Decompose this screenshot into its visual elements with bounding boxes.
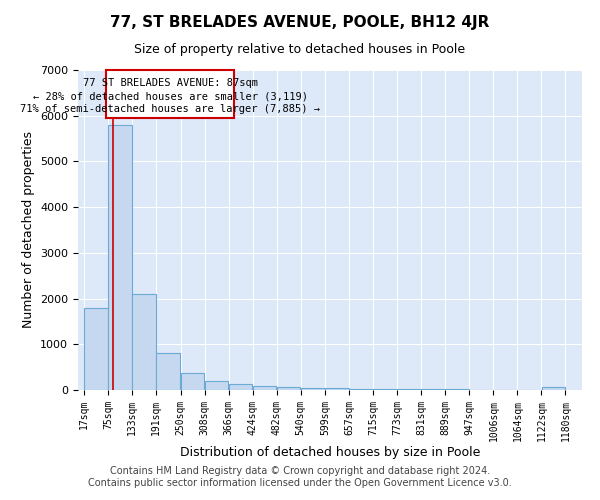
Bar bbox=[542, 388, 565, 390]
X-axis label: Distribution of detached houses by size in Poole: Distribution of detached houses by size … bbox=[180, 446, 480, 460]
Bar bbox=[325, 388, 349, 390]
Bar bbox=[181, 373, 205, 390]
Text: 77 ST BRELADES AVENUE: 87sqm: 77 ST BRELADES AVENUE: 87sqm bbox=[83, 78, 258, 88]
Bar bbox=[301, 388, 325, 390]
Bar bbox=[85, 308, 108, 390]
Text: 77, ST BRELADES AVENUE, POOLE, BH12 4JR: 77, ST BRELADES AVENUE, POOLE, BH12 4JR bbox=[110, 15, 490, 30]
Text: ← 28% of detached houses are smaller (3,119): ← 28% of detached houses are smaller (3,… bbox=[33, 92, 308, 102]
Bar bbox=[349, 388, 373, 390]
Y-axis label: Number of detached properties: Number of detached properties bbox=[22, 132, 35, 328]
Bar bbox=[205, 381, 229, 390]
Text: Contains HM Land Registry data © Crown copyright and database right 2024.
Contai: Contains HM Land Registry data © Crown c… bbox=[88, 466, 512, 487]
Bar bbox=[277, 387, 301, 390]
Bar bbox=[109, 125, 132, 390]
Bar bbox=[253, 386, 277, 390]
Bar bbox=[373, 389, 397, 390]
Text: 71% of semi-detached houses are larger (7,885) →: 71% of semi-detached houses are larger (… bbox=[20, 104, 320, 115]
Text: Size of property relative to detached houses in Poole: Size of property relative to detached ho… bbox=[134, 42, 466, 56]
Bar bbox=[133, 294, 156, 390]
Bar bbox=[157, 353, 181, 390]
Bar bbox=[229, 384, 253, 390]
FancyBboxPatch shape bbox=[106, 70, 235, 118]
Bar bbox=[397, 389, 421, 390]
